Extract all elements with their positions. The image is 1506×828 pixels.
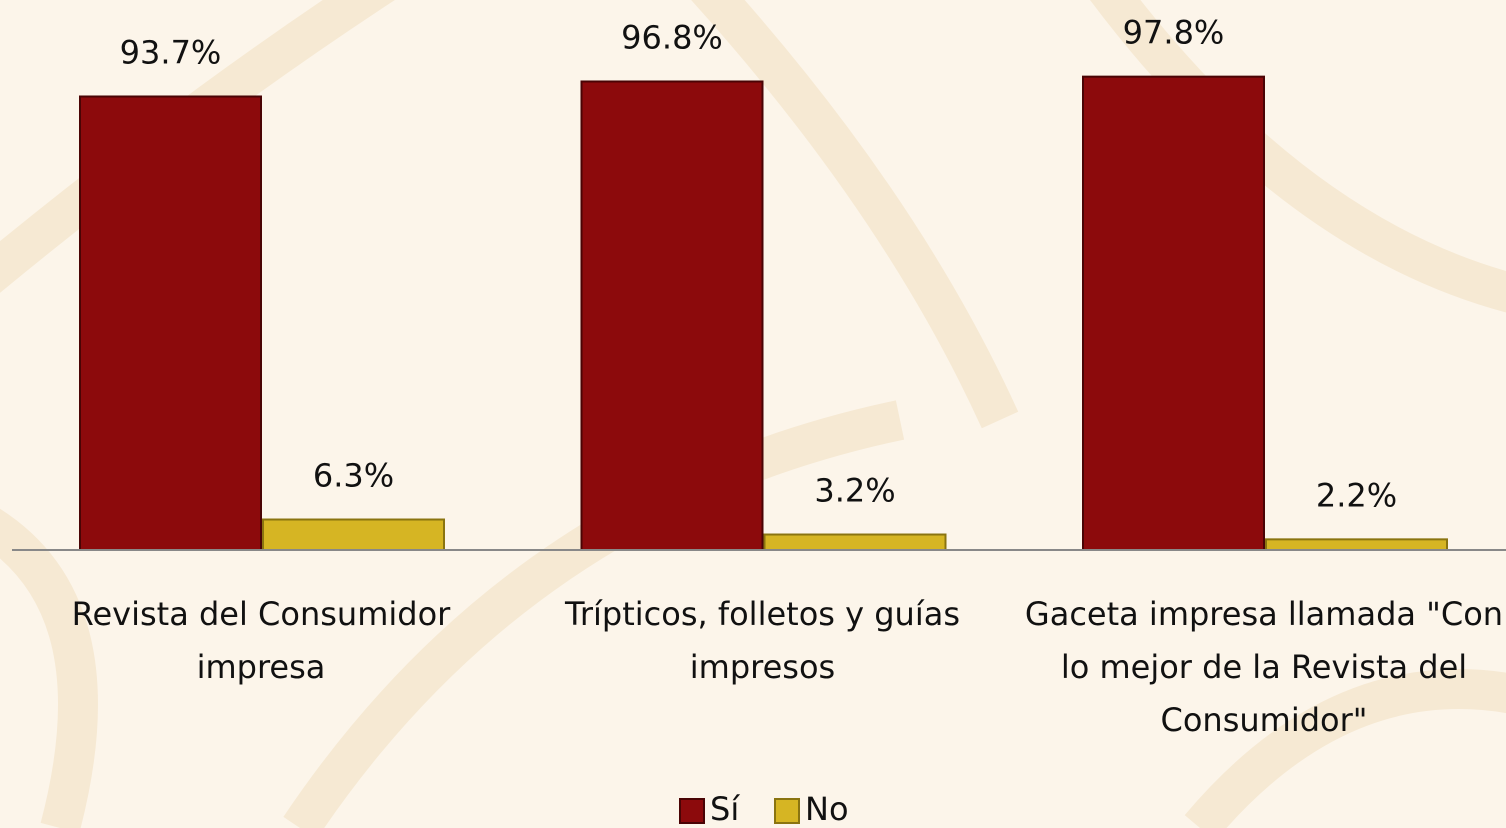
x-tick-label: Gaceta impresa llamada "Con lo mejor de … <box>1024 595 1504 739</box>
legend-label: No <box>805 790 849 828</box>
legend-label: Sí <box>710 790 740 828</box>
bar <box>79 95 262 551</box>
bar <box>1082 75 1265 551</box>
bar <box>580 80 764 551</box>
value-label: 3.2% <box>814 472 895 510</box>
bar <box>262 518 445 551</box>
value-label: 93.7% <box>120 33 222 71</box>
value-label: 6.3% <box>313 457 394 495</box>
bar <box>1265 538 1448 551</box>
x-tick-label: Trípticos, folletos y guías impresos <box>565 595 960 686</box>
legend-swatch <box>679 798 705 824</box>
value-label: 97.8% <box>1123 14 1225 52</box>
x-tick-label: Revista del Consumidor impresa <box>71 595 451 686</box>
value-label: 96.8% <box>621 18 723 56</box>
value-label: 2.2% <box>1316 476 1397 514</box>
bar <box>763 533 947 552</box>
legend-swatch <box>774 798 800 824</box>
